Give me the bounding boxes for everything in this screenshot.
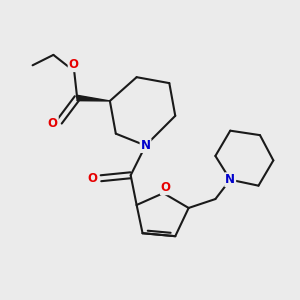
Text: O: O	[48, 117, 58, 130]
Text: O: O	[69, 58, 79, 71]
Text: N: N	[140, 139, 151, 152]
Text: O: O	[88, 172, 98, 185]
Text: N: N	[225, 173, 235, 186]
Text: O: O	[161, 181, 171, 194]
Polygon shape	[77, 95, 110, 101]
